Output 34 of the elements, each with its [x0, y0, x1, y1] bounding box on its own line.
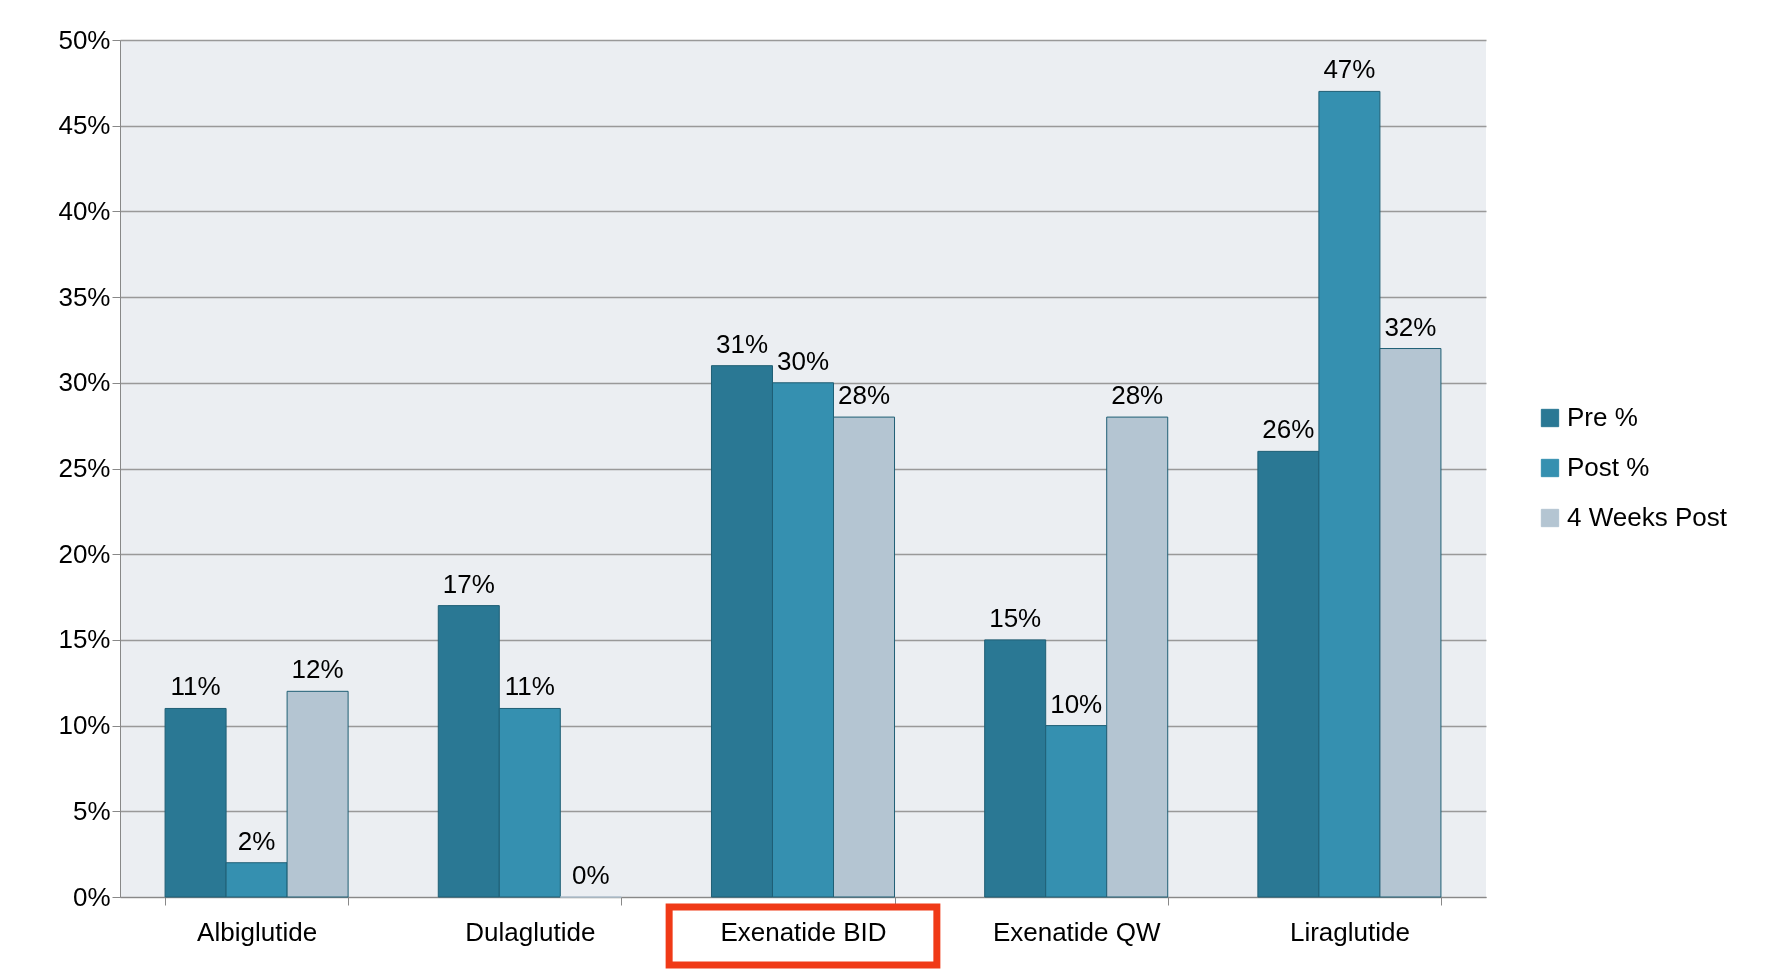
data-label: 11%	[504, 671, 555, 702]
x-tick-label: Albiglutide	[197, 916, 318, 947]
x-tick-label: Exenatide QW	[992, 916, 1161, 947]
y-tick-label: 40%	[58, 195, 111, 226]
y-tick-label: 50%	[58, 24, 111, 55]
data-label: 28%	[837, 380, 891, 411]
y-tick-label: 35%	[58, 281, 111, 312]
x-tick-label: Exenatide BID	[720, 916, 887, 947]
data-label: 31%	[715, 328, 769, 359]
data-label: 0%	[572, 860, 610, 890]
data-label: 10%	[1050, 688, 1103, 719]
y-tick-label: 10%	[58, 710, 111, 741]
y-tick-label: 25%	[58, 453, 111, 483]
y-tick-label: 30%	[58, 367, 111, 398]
y-tick-label: 20%	[58, 538, 111, 569]
legend-label: 4 Weeks Post	[1567, 502, 1728, 532]
y-tick-label: 5%	[72, 795, 111, 826]
y-tick-label: 0%	[72, 881, 111, 912]
legend-label: Pre %	[1567, 402, 1638, 432]
legend-label: Post %	[1567, 452, 1650, 482]
x-tick-label: Liraglutide	[1289, 916, 1410, 947]
data-label: 32%	[1384, 311, 1437, 342]
data-label: 17%	[442, 568, 495, 599]
data-label: 2%	[237, 825, 276, 856]
y-tick-label: 15%	[58, 624, 111, 655]
data-label: 12%	[291, 654, 344, 685]
data-label: 30%	[776, 345, 830, 376]
y-tick-label: 45%	[58, 110, 111, 141]
x-tick-label: Dulaglutide	[465, 916, 596, 947]
data-label: 26%	[1262, 414, 1315, 445]
data-label: 11%	[170, 671, 221, 702]
data-label: 47%	[1323, 54, 1376, 85]
data-label: 28%	[1111, 380, 1164, 411]
data-label: 15%	[989, 602, 1042, 633]
